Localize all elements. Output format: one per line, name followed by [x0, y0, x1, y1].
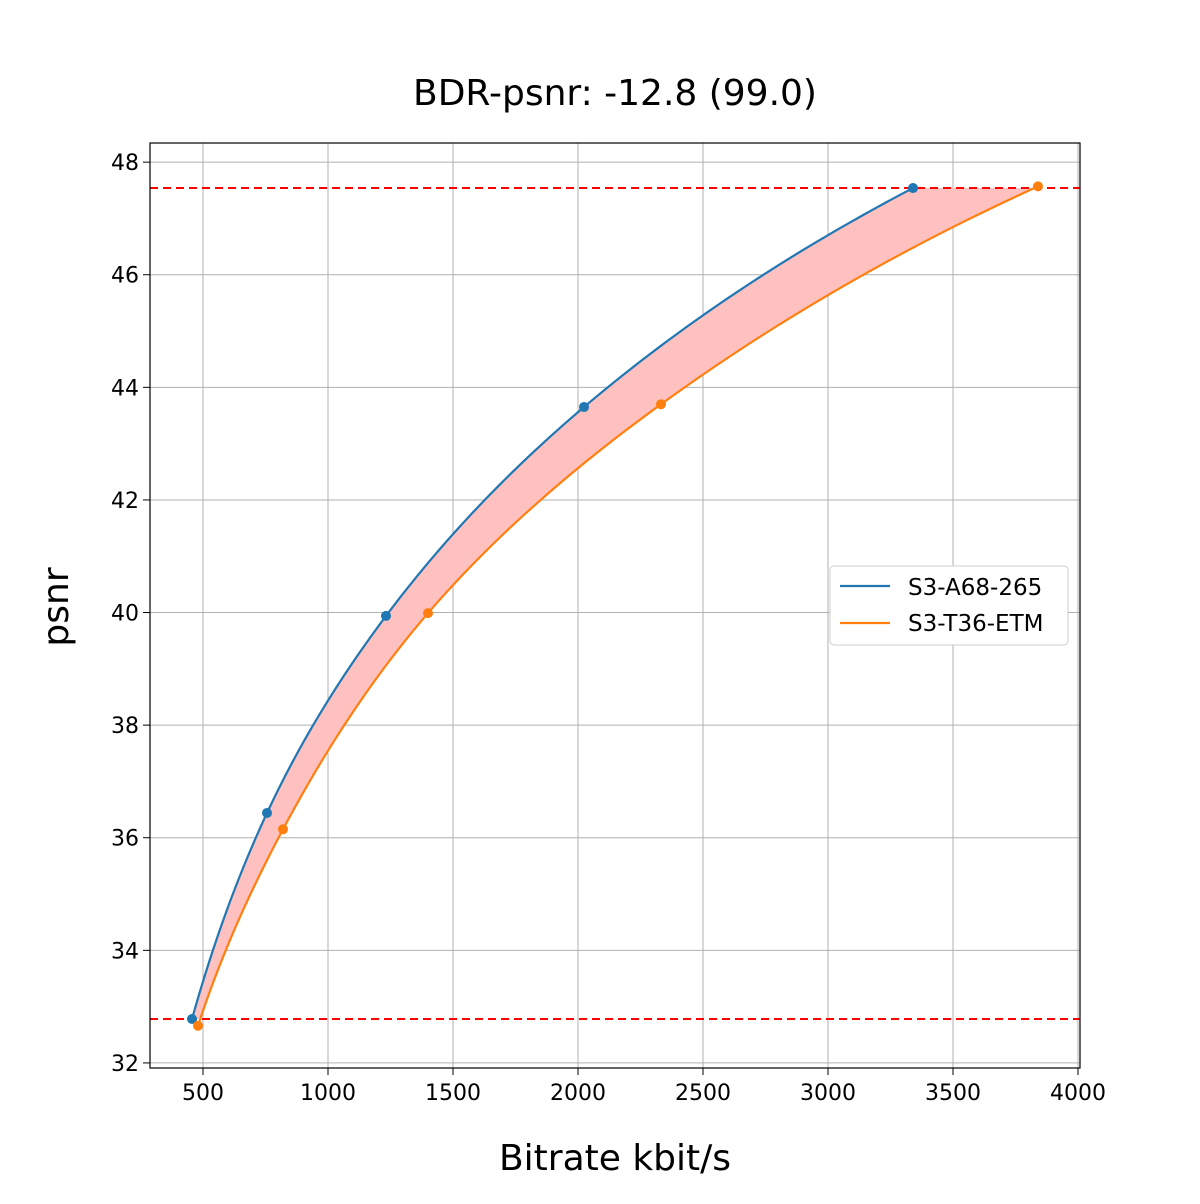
legend: S3-A68-265 S3-T36-ETM	[829, 565, 1069, 646]
y-tick-label: 48	[111, 151, 139, 176]
x-tick-label: 3000	[800, 1081, 856, 1106]
x-tick-label: 1500	[425, 1081, 481, 1106]
y-tick-label: 34	[111, 939, 139, 964]
y-tick-label: 40	[111, 602, 139, 627]
legend-label-0: S3-A68-265	[908, 575, 1042, 601]
reference-lines	[150, 187, 1080, 1021]
data-point	[423, 608, 433, 619]
data-point	[381, 610, 391, 621]
x-tick-label: 2500	[675, 1081, 731, 1106]
x-tick-label: 2000	[550, 1081, 606, 1106]
y-tick-label: 46	[111, 264, 139, 289]
data-point	[278, 824, 288, 835]
y-tick-label: 36	[111, 827, 139, 852]
y-axis-label: psnr	[36, 567, 77, 646]
series-0	[187, 183, 918, 1025]
data-point	[908, 183, 918, 194]
series-line	[196, 185, 1039, 1027]
data-point	[262, 807, 272, 818]
data-point	[579, 402, 589, 413]
y-tick-label: 38	[111, 714, 139, 739]
series-line	[190, 187, 914, 1020]
ticks: 500 1000 1500 2000 2500 3000 3500 4000 32 34 36 38 4…	[111, 151, 1106, 1106]
y-tick-label: 32	[111, 1052, 139, 1077]
x-tick-label: 4000	[1050, 1081, 1106, 1106]
series-group	[187, 181, 1043, 1031]
y-tick-label: 42	[111, 489, 139, 514]
data-point	[193, 1020, 203, 1031]
data-point	[1033, 181, 1043, 192]
x-tick-label: 3500	[925, 1081, 981, 1106]
plot-frame	[149, 142, 1081, 1069]
series-1	[193, 181, 1043, 1031]
y-tick-label: 44	[111, 376, 139, 401]
x-tick-label: 1000	[300, 1081, 356, 1106]
data-point	[187, 1014, 197, 1025]
x-tick-label: 500	[182, 1081, 224, 1106]
data-point	[656, 399, 666, 410]
legend-label-1: S3-T36-ETM	[908, 611, 1043, 637]
chart-title: BDR-psnr: -12.8 (99.0)	[413, 73, 817, 114]
x-axis-label: Bitrate kbit/s	[499, 1138, 731, 1179]
